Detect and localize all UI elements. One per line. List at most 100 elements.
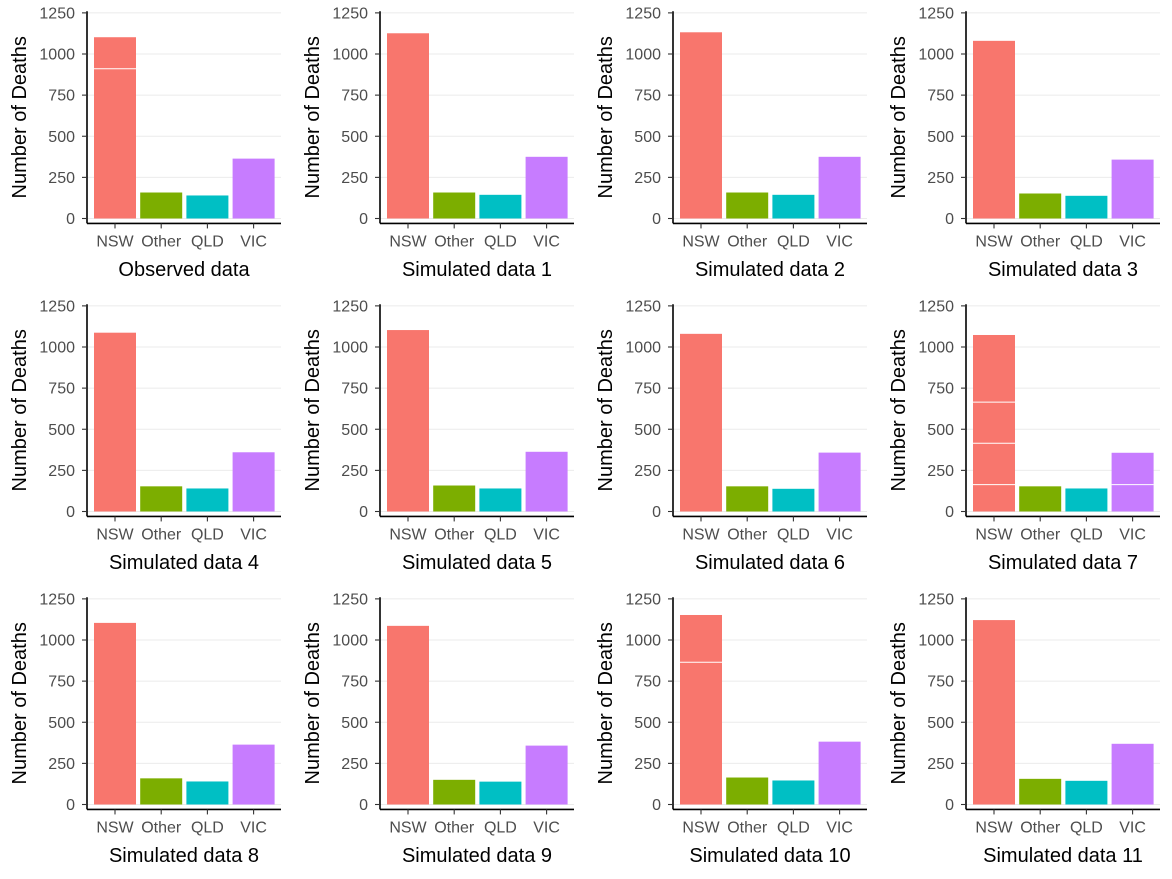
y-tick-label: 500 [341, 715, 368, 732]
bar-qld [1065, 195, 1108, 219]
bar-nsw [680, 333, 722, 512]
bar-nsw [387, 33, 429, 219]
x-tick-label: NSW [96, 819, 134, 836]
x-tick-label: Other [727, 819, 768, 836]
panel-title: Simulated data 7 [988, 552, 1138, 574]
panel-title: Observed data [118, 259, 250, 281]
y-tick-label: 1000 [918, 340, 954, 357]
y-axis-title: Number of Deaths [888, 329, 910, 491]
y-axis-title: Number of Deaths [595, 36, 617, 198]
y-tick-label: 250 [341, 170, 368, 187]
x-tick-label: VIC [533, 526, 560, 543]
x-tick-label: QLD [484, 526, 517, 543]
panel-title: Simulated data 9 [402, 845, 552, 867]
x-tick-label: Other [1020, 233, 1061, 250]
y-axis-title: Number of Deaths [302, 329, 324, 491]
y-tick-label: 1000 [39, 633, 75, 650]
y-tick-label: 0 [652, 797, 661, 814]
y-tick-label: 750 [48, 381, 75, 398]
y-axis-title: Number of Deaths [302, 622, 324, 784]
bar-nsw [973, 40, 1015, 219]
bar-qld [772, 194, 815, 219]
y-tick-label: 0 [66, 797, 75, 814]
y-tick-label: 1250 [39, 591, 75, 608]
y-tick-label: 1000 [625, 633, 661, 650]
bar-qld [186, 781, 229, 805]
x-tick-label: QLD [484, 233, 517, 250]
bar-nsw [94, 622, 136, 805]
panel-3: 0 250 500 750 1000 1250 NSW Other QLD VIC Number o… [595, 5, 867, 281]
bar-vic [232, 744, 275, 805]
bar-vic [818, 452, 861, 512]
bar-vic [232, 452, 275, 512]
y-tick-label: 250 [927, 756, 954, 773]
x-tick-label: NSW [682, 233, 720, 250]
bar-other [726, 486, 769, 512]
y-tick-label: 250 [48, 756, 75, 773]
bar-other [140, 778, 183, 805]
y-axis-title: Number of Deaths [595, 622, 617, 784]
x-tick-label: Other [727, 233, 768, 250]
y-tick-label: 750 [341, 88, 368, 105]
x-tick-label: VIC [826, 233, 853, 250]
x-tick-label: NSW [96, 526, 134, 543]
y-tick-label: 750 [634, 674, 661, 691]
y-tick-label: 0 [945, 211, 954, 228]
x-tick-label: VIC [826, 526, 853, 543]
bar-vic [525, 745, 568, 805]
x-tick-label: Other [141, 526, 182, 543]
bar-qld [479, 194, 522, 219]
y-tick-label: 250 [341, 756, 368, 773]
x-tick-label: NSW [96, 233, 134, 250]
y-tick-label: 750 [634, 381, 661, 398]
panel-title: Simulated data 2 [695, 259, 845, 281]
x-tick-label: QLD [191, 526, 224, 543]
x-tick-label: QLD [777, 233, 810, 250]
panel-title: Simulated data 5 [402, 552, 552, 574]
y-axis-title: Number of Deaths [9, 622, 31, 784]
x-tick-label: QLD [484, 819, 517, 836]
y-tick-label: 1250 [918, 591, 954, 608]
bar-other [1019, 778, 1062, 805]
bar-other [433, 192, 476, 219]
y-tick-label: 750 [341, 674, 368, 691]
y-tick-label: 500 [634, 422, 661, 439]
x-tick-label: Other [434, 233, 475, 250]
panel-title: Simulated data 4 [109, 552, 259, 574]
y-tick-label: 1000 [918, 47, 954, 64]
panel-2: 0 250 500 750 1000 1250 NSW Other QLD VIC Number o… [302, 5, 574, 281]
bar-nsw [973, 620, 1015, 805]
bar-vic [1111, 159, 1154, 219]
y-axis-title: Number of Deaths [888, 36, 910, 198]
y-tick-label: 1000 [332, 340, 368, 357]
y-tick-label: 250 [634, 756, 661, 773]
bar-qld [186, 488, 229, 512]
y-tick-label: 1000 [332, 633, 368, 650]
panel-title: Simulated data 8 [109, 845, 259, 867]
x-tick-label: VIC [240, 233, 267, 250]
x-tick-label: NSW [682, 819, 720, 836]
bar-nsw [973, 334, 1015, 512]
y-axis-title: Number of Deaths [595, 329, 617, 491]
y-axis-title: Number of Deaths [888, 622, 910, 784]
y-tick-label: 750 [927, 88, 954, 105]
x-tick-label: QLD [1070, 526, 1103, 543]
x-tick-label: NSW [975, 819, 1013, 836]
panel-1: 0 250 500 750 1000 1250 NSW Other QLD VIC Number o… [9, 5, 281, 281]
bar-other [433, 779, 476, 805]
bar-vic [525, 451, 568, 512]
x-tick-label: QLD [1070, 233, 1103, 250]
bar-qld [1065, 780, 1108, 805]
x-tick-label: Other [727, 526, 768, 543]
y-tick-label: 1250 [625, 5, 661, 22]
y-tick-label: 750 [927, 381, 954, 398]
bar-nsw [387, 625, 429, 805]
bar-other [140, 192, 183, 219]
x-tick-label: VIC [240, 819, 267, 836]
x-tick-label: QLD [191, 819, 224, 836]
x-tick-label: VIC [533, 819, 560, 836]
bar-vic [1111, 743, 1154, 805]
y-tick-label: 1000 [625, 340, 661, 357]
panel-6: 0 250 500 750 1000 1250 NSW Other QLD VIC Number o… [302, 298, 574, 574]
y-tick-label: 750 [634, 88, 661, 105]
